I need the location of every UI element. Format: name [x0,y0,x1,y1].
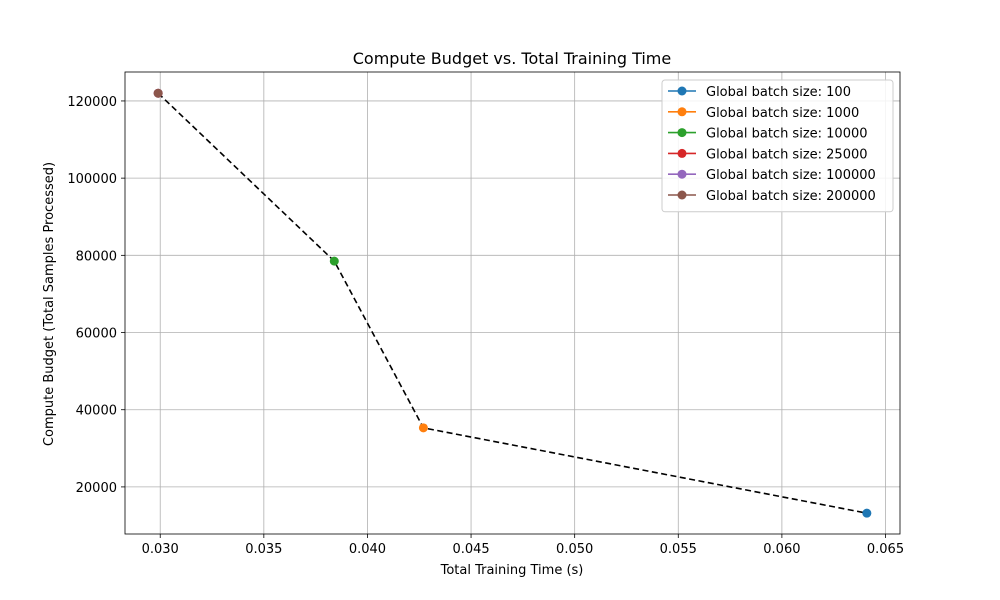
legend-marker [677,169,687,179]
legend-marker [677,128,687,138]
x-axis-title: Total Training Time (s) [440,563,584,578]
legend-label: Global batch size: 100000 [706,168,876,183]
chart-title: Compute Budget vs. Total Training Time [353,49,671,68]
y-tick-label: 100000 [67,172,117,187]
legend-label: Global batch size: 200000 [706,189,876,204]
y-tick-label: 20000 [76,481,117,496]
data-point-series-0 [862,508,872,518]
y-tick-label: 80000 [76,249,117,264]
legend-label: Global batch size: 1000 [706,106,859,121]
plot-frame [124,71,901,535]
connector-line [157,92,867,514]
legend-box [661,79,894,213]
legend-label: Global batch size: 100 [706,85,851,100]
y-axis-title: Compute Budget (Total Samples Processed) [42,162,57,446]
legend-label: Global batch size: 10000 [706,127,868,142]
legend-label: Global batch size: 25000 [706,147,868,162]
data-point-series-5 [153,88,163,98]
data-point-series-2 [329,256,339,266]
data-point-series-1 [418,423,428,433]
axes-layer: 0.030 0.035 0.040 0.045 0.050 0.055 0.060 0.065… [67,71,904,557]
x-tick-label: 0.060 [763,542,800,557]
legend-marker [677,190,687,200]
y-tick-label: 40000 [76,404,117,419]
legend-marker [677,107,687,117]
legend: Global batch size: 100 Global batch size:… [661,79,894,213]
x-tick-label: 0.065 [867,542,904,557]
x-tick-label: 0.040 [349,542,386,557]
legend-marker [677,86,687,96]
x-tick-label: 0.050 [556,542,593,557]
x-tick-label: 0.055 [660,542,697,557]
y-tick-label: 60000 [76,327,117,342]
y-tick-label: 120000 [67,95,117,110]
data-layer [153,88,872,518]
x-tick-label: 0.045 [452,542,489,557]
x-tick-label: 0.035 [245,542,282,557]
x-tick-label: 0.030 [142,542,179,557]
legend-marker [677,148,687,158]
